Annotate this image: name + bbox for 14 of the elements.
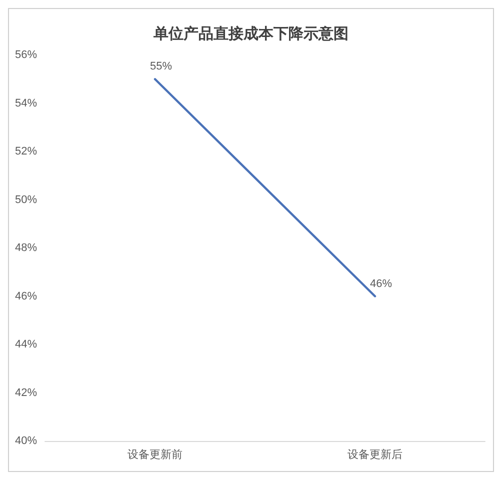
chart-title: 单位产品直接成本下降示意图 xyxy=(152,24,348,42)
y-tick-label: 56% xyxy=(14,49,38,61)
data-label: 55% xyxy=(150,60,172,73)
y-tick-label: 42% xyxy=(14,386,38,399)
y-tick-label: 44% xyxy=(14,338,38,350)
data-label: 46% xyxy=(370,278,392,290)
y-tick-label: 48% xyxy=(14,242,38,254)
y-tick-label: 54% xyxy=(14,97,38,110)
y-tick-label: 46% xyxy=(14,290,38,302)
y-tick-label: 40% xyxy=(14,435,38,447)
y-tick-label: 52% xyxy=(14,146,38,158)
x-tick-label: 设备更新前 xyxy=(128,448,182,461)
x-tick-label: 设备更新后 xyxy=(348,448,402,461)
y-tick-label: 50% xyxy=(14,194,38,206)
